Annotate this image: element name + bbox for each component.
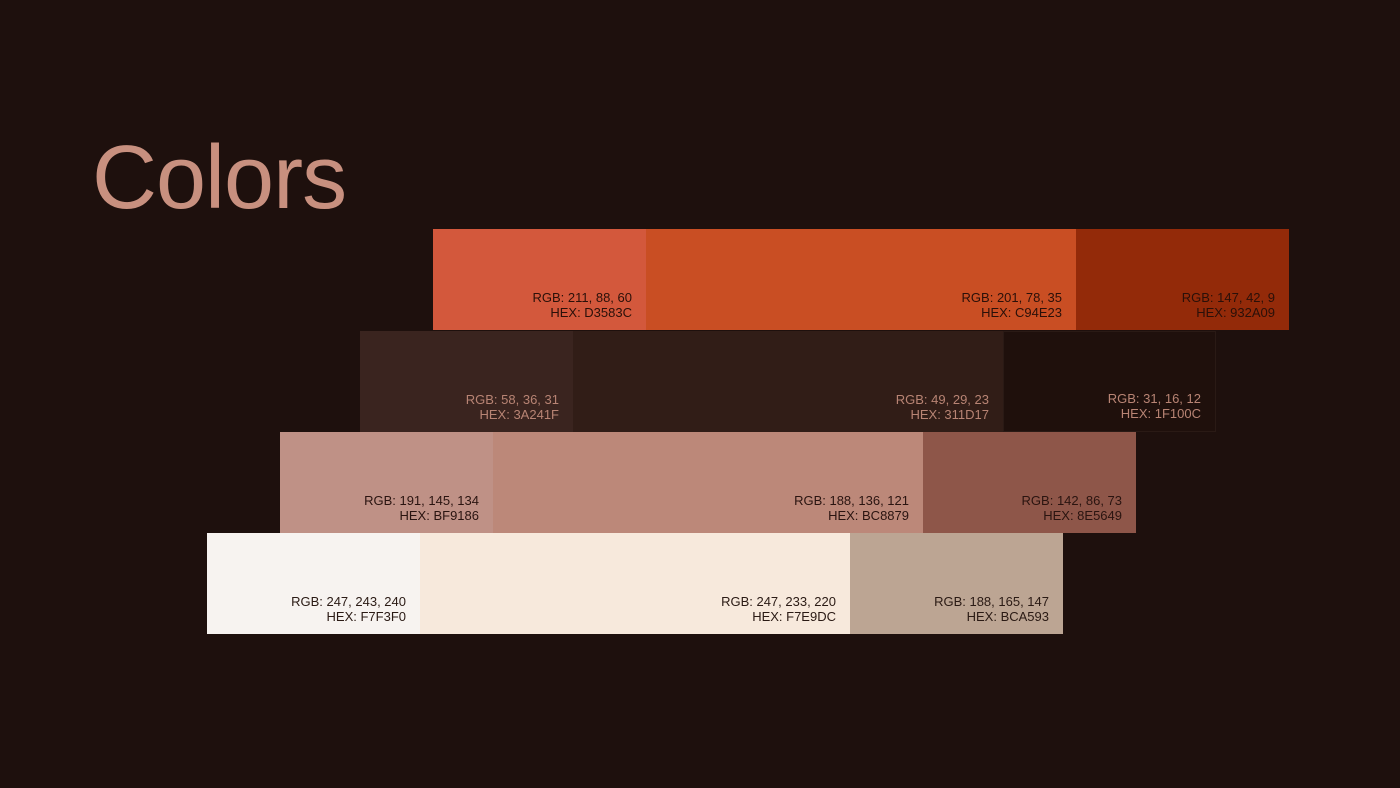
hex-value: HEX: F7F3F0	[326, 609, 406, 624]
hex-value: HEX: D3583C	[550, 305, 632, 320]
swatch-label: RGB: 49, 29, 23 HEX: 311D17	[896, 392, 989, 422]
swatch-label: RGB: 147, 42, 9 HEX: 932A09	[1182, 290, 1275, 320]
rgb-value: RGB: 58, 36, 31	[465, 392, 559, 407]
swatch: RGB: 247, 233, 220 HEX: F7E9DC	[420, 533, 850, 634]
palette-row-rose: RGB: 191, 145, 134 HEX: BF9186 RGB: 188, …	[280, 432, 1136, 533]
swatch: RGB: 201, 78, 35 HEX: C94E23	[646, 229, 1076, 330]
swatch-label: RGB: 201, 78, 35 HEX: C94E23	[962, 290, 1062, 320]
palette-row-dark: RGB: 58, 36, 31 HEX: 3A241F RGB: 49, 29, …	[360, 331, 1216, 432]
rgb-value: RGB: 31, 16, 12	[1107, 391, 1201, 406]
swatch: RGB: 211, 88, 60 HEX: D3583C	[433, 229, 646, 330]
swatch-label: RGB: 188, 165, 147 HEX: BCA593	[934, 594, 1049, 624]
swatch-label: RGB: 31, 16, 12 HEX: 1F100C	[1108, 391, 1201, 421]
rgb-value: RGB: 147, 42, 9	[1181, 290, 1275, 305]
swatch: RGB: 188, 136, 121 HEX: BC8879	[493, 432, 923, 533]
hex-value: HEX: C94E23	[981, 305, 1062, 320]
hex-value: HEX: BCA593	[966, 609, 1049, 624]
rgb-value: RGB: 142, 86, 73	[1021, 493, 1122, 508]
rgb-value: RGB: 201, 78, 35	[961, 290, 1062, 305]
rgb-value: RGB: 247, 233, 220	[721, 594, 836, 609]
swatch-label: RGB: 247, 243, 240 HEX: F7F3F0	[291, 594, 406, 624]
swatch: RGB: 49, 29, 23 HEX: 311D17	[573, 331, 1003, 432]
rgb-value: RGB: 188, 136, 121	[794, 493, 909, 508]
hex-value: HEX: 8E5649	[1043, 508, 1122, 523]
rgb-value: RGB: 191, 145, 134	[364, 493, 479, 508]
rgb-value: RGB: 211, 88, 60	[532, 290, 633, 305]
hex-value: HEX: 932A09	[1196, 305, 1275, 320]
hex-value: HEX: BC8879	[828, 508, 909, 523]
swatch-label: RGB: 211, 88, 60 HEX: D3583C	[533, 290, 633, 320]
swatch-label: RGB: 191, 145, 134 HEX: BF9186	[364, 493, 479, 523]
swatch-label: RGB: 188, 136, 121 HEX: BC8879	[794, 493, 909, 523]
swatch: RGB: 191, 145, 134 HEX: BF9186	[280, 432, 493, 533]
hex-value: HEX: 1F100C	[1120, 406, 1201, 421]
swatch-label: RGB: 142, 86, 73 HEX: 8E5649	[1022, 493, 1122, 523]
swatch-label: RGB: 58, 36, 31 HEX: 3A241F	[466, 392, 559, 422]
rgb-value: RGB: 247, 243, 240	[291, 594, 406, 609]
palette-row-light: RGB: 247, 243, 240 HEX: F7F3F0 RGB: 247, …	[207, 533, 1063, 634]
swatch-label: RGB: 247, 233, 220 HEX: F7E9DC	[721, 594, 836, 624]
page-title: Colors	[92, 128, 347, 228]
swatch: RGB: 31, 16, 12 HEX: 1F100C	[1003, 331, 1216, 432]
swatch: RGB: 247, 243, 240 HEX: F7F3F0	[207, 533, 420, 634]
hex-value: HEX: F7E9DC	[752, 609, 836, 624]
hex-value: HEX: 311D17	[910, 407, 989, 422]
rgb-value: RGB: 49, 29, 23	[895, 392, 989, 407]
swatch: RGB: 147, 42, 9 HEX: 932A09	[1076, 229, 1289, 330]
rgb-value: RGB: 188, 165, 147	[934, 594, 1049, 609]
hex-value: HEX: 3A241F	[479, 407, 560, 422]
palette-row-orange: RGB: 211, 88, 60 HEX: D3583C RGB: 201, 78…	[433, 229, 1289, 330]
swatch: RGB: 142, 86, 73 HEX: 8E5649	[923, 432, 1136, 533]
swatch: RGB: 58, 36, 31 HEX: 3A241F	[360, 331, 573, 432]
swatch: RGB: 188, 165, 147 HEX: BCA593	[850, 533, 1063, 634]
hex-value: HEX: BF9186	[399, 508, 480, 523]
